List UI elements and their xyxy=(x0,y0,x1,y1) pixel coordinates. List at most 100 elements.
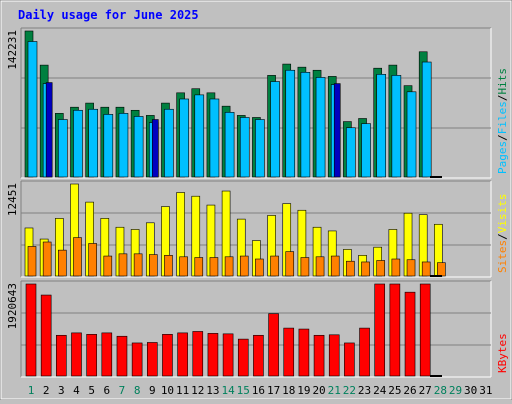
legend-entry-hits: Hits xyxy=(496,68,509,95)
bar-files-day-22 xyxy=(346,127,356,178)
bar-sites-day-20 xyxy=(315,256,325,277)
bar-sites-day-21 xyxy=(330,255,340,277)
legend-separator: / xyxy=(496,134,509,141)
bar-pages-day-9 xyxy=(151,119,159,178)
x-tick-label-day-13: 13 xyxy=(206,384,219,397)
bar-files-day-16 xyxy=(255,119,265,178)
x-tick-label-day-18: 18 xyxy=(282,384,295,397)
legend-kbytes: KBytes xyxy=(496,333,509,373)
bar-sites-day-1 xyxy=(27,246,37,277)
bar-files-day-8 xyxy=(133,116,144,178)
bar-kbytes-day-16 xyxy=(253,334,264,377)
x-tick-label-day-21: 21 xyxy=(328,384,341,397)
bar-kbytes-day-24 xyxy=(374,283,386,377)
bar-kbytes-day-23 xyxy=(359,327,370,377)
chart-title: Daily usage for June 2025 xyxy=(18,8,199,22)
bar-sites-day-17 xyxy=(270,255,279,277)
x-tick-label-day-10: 10 xyxy=(161,384,174,397)
bar-sites-day-18 xyxy=(285,251,295,277)
bar-files-day-27 xyxy=(421,61,432,178)
bar-files-day-23 xyxy=(361,123,371,178)
y-max-label-visits-sites: 12451 xyxy=(6,183,19,216)
bar-sites-day-22 xyxy=(346,260,355,277)
x-tick-label-day-2: 2 xyxy=(43,384,50,397)
bar-kbytes-day-3 xyxy=(56,334,67,377)
bar-files-day-12 xyxy=(194,94,205,178)
bar-kbytes-day-14 xyxy=(222,333,234,377)
x-tick-label-day-20: 20 xyxy=(312,384,325,397)
bar-kbytes-day-18 xyxy=(283,327,295,377)
bar-sites-day-13 xyxy=(209,257,219,277)
x-tick-label-day-12: 12 xyxy=(191,384,204,397)
legend-entry-files: Files xyxy=(496,101,509,134)
x-tick-label-day-17: 17 xyxy=(267,384,280,397)
bar-kbytes-day-12 xyxy=(192,331,204,377)
legend-visits-sites: Sites/Visits xyxy=(496,194,509,274)
bar-kbytes-day-7 xyxy=(116,335,128,377)
x-tick-label-day-29: 29 xyxy=(449,384,462,397)
bar-files-day-19 xyxy=(300,71,311,178)
bar-files-day-7 xyxy=(118,113,129,178)
bar-pages-day-21 xyxy=(333,83,341,178)
x-tick-label-day-1: 1 xyxy=(28,384,35,397)
x-tick-label-day-25: 25 xyxy=(388,384,401,397)
bar-files-day-25 xyxy=(391,75,402,178)
x-tick-label-day-30: 30 xyxy=(464,384,477,397)
bar-kbytes-day-11 xyxy=(177,332,188,377)
bar-sites-day-24 xyxy=(376,260,386,277)
bar-sites-day-12 xyxy=(194,257,204,277)
bar-kbytes-day-17 xyxy=(268,313,279,377)
y-max-label-hits-files-pages: 142231 xyxy=(6,30,19,70)
y-max-label-kbytes: 1920643 xyxy=(6,283,19,329)
x-tick-label-day-27: 27 xyxy=(419,384,432,397)
bar-sites-day-19 xyxy=(300,257,310,277)
x-tick-label-day-6: 6 xyxy=(103,384,110,397)
bar-files-day-24 xyxy=(376,74,387,178)
x-tick-label-day-22: 22 xyxy=(343,384,356,397)
legend-entry-kbytes: KBytes xyxy=(496,333,509,373)
legend-entry-sites: Sites xyxy=(496,240,509,273)
bar-kbytes-day-8 xyxy=(131,342,143,377)
bar-files-day-26 xyxy=(406,91,417,178)
bar-files-day-5 xyxy=(88,108,98,178)
bar-files-day-20 xyxy=(315,77,326,178)
bar-sites-day-10 xyxy=(164,255,173,277)
bar-files-day-17 xyxy=(270,81,280,178)
legend-hits-files-pages: Pages/Files/Hits xyxy=(496,68,509,174)
x-tick-label-day-3: 3 xyxy=(58,384,65,397)
bar-files-day-4 xyxy=(73,109,83,178)
bar-sites-day-7 xyxy=(118,253,128,277)
bar-kbytes-day-5 xyxy=(86,334,97,377)
bar-files-day-13 xyxy=(209,98,220,178)
bar-pages-day-2 xyxy=(45,82,53,178)
bar-kbytes-day-21 xyxy=(328,334,340,377)
x-tick-label-day-31: 31 xyxy=(479,384,492,397)
x-tick-label-day-19: 19 xyxy=(297,384,310,397)
bar-files-day-14 xyxy=(224,112,235,178)
bar-files-day-18 xyxy=(285,69,296,178)
bar-kbytes-day-19 xyxy=(298,328,310,377)
bar-kbytes-day-1 xyxy=(25,283,37,377)
bar-kbytes-day-22 xyxy=(344,342,355,377)
x-tick-label-day-5: 5 xyxy=(88,384,95,397)
x-tick-label-day-24: 24 xyxy=(373,384,387,397)
bar-sites-day-8 xyxy=(133,253,143,277)
bar-sites-day-11 xyxy=(179,256,188,277)
bar-sites-day-28 xyxy=(437,262,446,277)
bar-files-day-10 xyxy=(164,108,174,178)
x-tick-label-day-16: 16 xyxy=(252,384,265,397)
x-tick-label-day-28: 28 xyxy=(434,384,447,397)
bar-sites-day-4 xyxy=(73,237,82,277)
x-tick-label-day-7: 7 xyxy=(119,384,126,397)
bar-files-day-15 xyxy=(239,117,250,178)
current-day-marker-kbytes xyxy=(430,375,442,377)
bar-kbytes-day-6 xyxy=(101,332,113,377)
bar-kbytes-day-25 xyxy=(389,283,401,377)
bar-sites-day-14 xyxy=(224,256,234,277)
bar-kbytes-day-20 xyxy=(313,334,325,377)
x-tick-label-day-9: 9 xyxy=(149,384,156,397)
x-tick-label-day-15: 15 xyxy=(237,384,250,397)
bar-sites-day-15 xyxy=(239,255,249,277)
bar-files-day-1 xyxy=(27,41,38,178)
